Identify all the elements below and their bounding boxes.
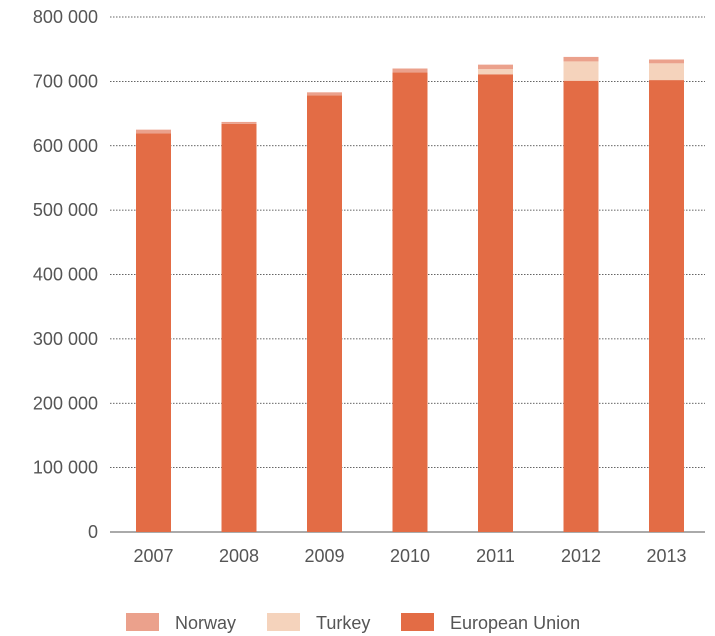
bar-turkey-2011	[478, 69, 513, 74]
y-tick-label: 0	[88, 522, 98, 542]
x-axis-ticks: 2007 2008 2009 2010 2011 2012 2013	[133, 546, 686, 566]
bar-european-union-2009	[307, 96, 342, 532]
x-tick-label: 2013	[646, 546, 686, 566]
bar-european-union-2013	[649, 80, 684, 532]
legend: Norway Turkey European Union	[126, 613, 580, 633]
bars	[136, 57, 684, 532]
bar-turkey-2013	[649, 63, 684, 80]
x-tick-label: 2007	[133, 546, 173, 566]
bar-norway-2007	[136, 130, 171, 134]
y-tick-label: 700 000	[33, 71, 98, 91]
x-tick-label: 2010	[390, 546, 430, 566]
bar-norway-2010	[393, 69, 428, 73]
bar-norway-2013	[649, 59, 684, 63]
bar-european-union-2008	[222, 124, 257, 532]
y-tick-label: 500 000	[33, 200, 98, 220]
bar-norway-2012	[564, 57, 599, 62]
y-tick-label: 300 000	[33, 329, 98, 349]
y-tick-label: 400 000	[33, 265, 98, 285]
y-axis-ticks: 0 100 000 200 000 300 000 400 000 500 000 600 …	[33, 7, 98, 542]
x-tick-label: 2008	[219, 546, 259, 566]
y-tick-label: 600 000	[33, 136, 98, 156]
legend-label-european-union: European Union	[450, 613, 580, 633]
y-tick-label: 100 000	[33, 458, 98, 478]
legend-swatch-norway	[126, 613, 159, 631]
x-tick-label: 2011	[476, 546, 515, 566]
x-tick-label: 2009	[304, 546, 344, 566]
bar-norway-2008	[222, 122, 257, 124]
bar-european-union-2012	[564, 81, 599, 532]
legend-label-turkey: Turkey	[316, 613, 370, 633]
bar-european-union-2007	[136, 134, 171, 532]
y-tick-label: 800 000	[33, 7, 98, 27]
legend-swatch-european-union	[401, 613, 434, 631]
legend-swatch-turkey	[267, 613, 300, 631]
y-tick-label: 200 000	[33, 393, 98, 413]
bar-turkey-2012	[564, 61, 599, 80]
legend-label-norway: Norway	[175, 613, 236, 633]
bar-european-union-2011	[478, 74, 513, 532]
x-tick-label: 2012	[561, 546, 601, 566]
bar-norway-2011	[478, 65, 513, 70]
bar-norway-2009	[307, 92, 342, 95]
bar-european-union-2010	[393, 72, 428, 532]
